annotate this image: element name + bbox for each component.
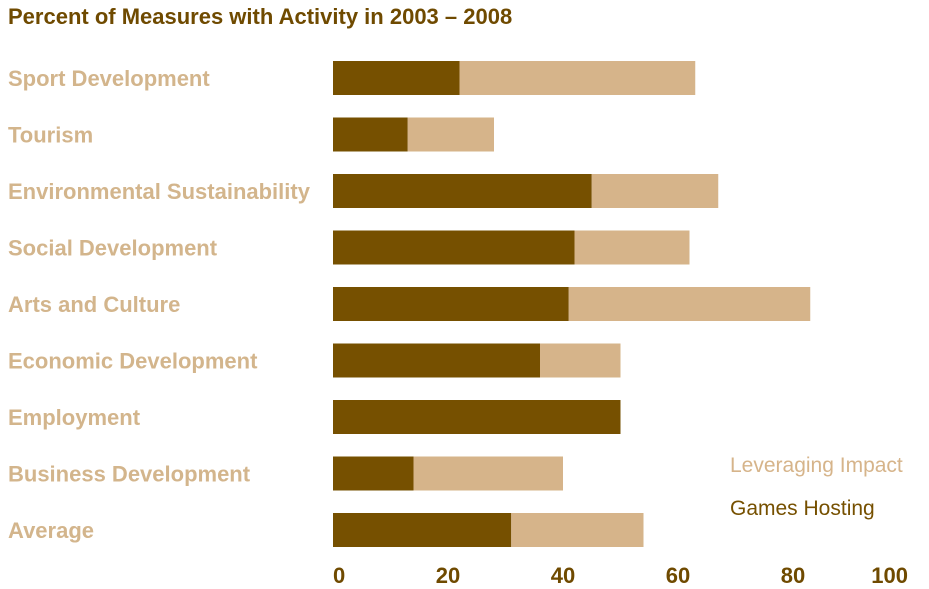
- bar-games-hosting: [333, 287, 569, 321]
- x-tick-label: 40: [551, 563, 575, 588]
- bar-leveraging-impact: [413, 456, 563, 491]
- x-axis-tick-labels: 0 20 40 60 80 100: [333, 563, 908, 588]
- category-label: Average: [8, 518, 94, 543]
- bar-leveraging-impact: [459, 61, 696, 95]
- bar-games-hosting: [333, 230, 575, 265]
- x-tick-label: 100: [871, 563, 908, 588]
- bar-games-hosting: [333, 61, 460, 95]
- category-label: Environmental Sustainability: [8, 179, 311, 204]
- legend: Leveraging Impact Games Hosting: [730, 454, 903, 520]
- category-label: Business Development: [8, 462, 251, 487]
- bars: [333, 61, 811, 547]
- bar-games-hosting: [333, 343, 540, 378]
- bar-games-hosting: [333, 456, 414, 491]
- chart-title: Percent of Measures with Activity in 200…: [8, 4, 513, 29]
- category-label: Social Development: [8, 236, 218, 261]
- legend-games-hosting: Games Hosting: [730, 497, 875, 520]
- x-tick-label: 0: [333, 563, 345, 588]
- bar-leveraging-impact: [407, 117, 494, 152]
- x-tick-label: 80: [781, 563, 805, 588]
- category-label: Economic Development: [8, 349, 258, 374]
- bar-leveraging-impact: [511, 513, 644, 547]
- bar-leveraging-impact: [540, 343, 621, 378]
- category-label: Employment: [8, 405, 141, 430]
- legend-leveraging-impact: Leveraging Impact: [730, 454, 903, 477]
- bar-leveraging-impact: [568, 287, 811, 321]
- x-tick-label: 20: [436, 563, 460, 588]
- bar-leveraging-impact: [574, 230, 690, 265]
- bar-leveraging-impact: [591, 174, 719, 208]
- bar-games-hosting: [333, 174, 592, 208]
- category-label: Tourism: [8, 123, 93, 148]
- x-tick-label: 60: [666, 563, 690, 588]
- category-labels: Sport Development Tourism Environmental Su…: [8, 66, 311, 543]
- category-label: Sport Development: [8, 66, 210, 91]
- bar-games-hosting: [333, 117, 408, 152]
- category-label: Arts and Culture: [8, 292, 180, 317]
- bar-games-hosting: [333, 400, 621, 434]
- bar-games-hosting: [333, 513, 512, 547]
